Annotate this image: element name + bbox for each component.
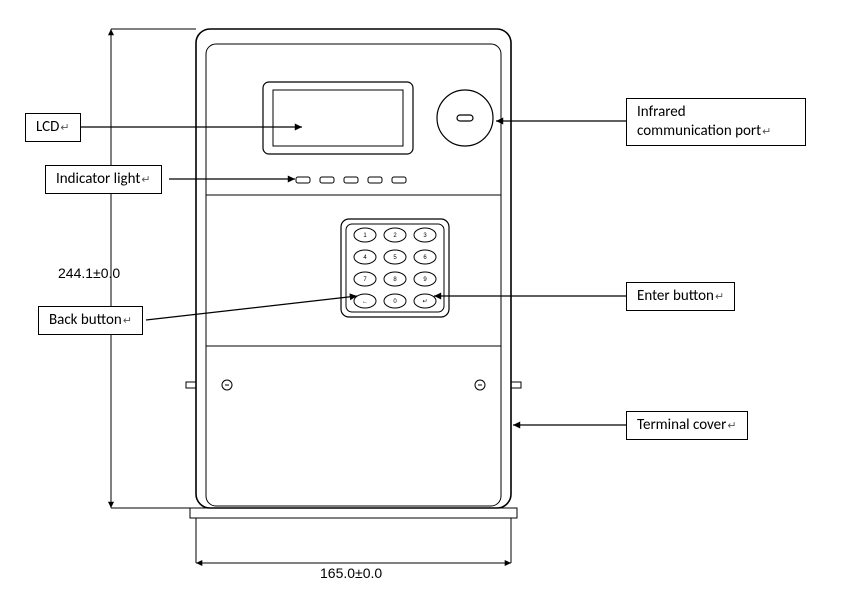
- keypad-key-label: ←: [362, 299, 368, 305]
- keypad-key-label: ↵: [422, 299, 427, 305]
- indicator-light: [344, 177, 358, 183]
- indicator-light: [368, 177, 382, 183]
- lcd-screen: [273, 90, 403, 146]
- keypad-key-label: 8: [393, 277, 397, 283]
- keypad-key-label: 0: [393, 299, 397, 305]
- lcd-frame: [263, 82, 413, 154]
- dimensions: 244.1±0.0165.0±0.0: [58, 29, 511, 581]
- callout-back-button: Back button↵: [38, 306, 143, 335]
- callout-indic-text: Indicator light: [56, 170, 140, 188]
- keypad-key-label: 7: [363, 277, 367, 283]
- dim-width: 165.0±0.0: [320, 565, 382, 581]
- ir-port: [437, 90, 493, 146]
- keypad-key-label: 4: [363, 255, 367, 261]
- callout-ir-line1: Infrared: [637, 103, 686, 121]
- callout-indicator-light: Indicator light↵: [45, 165, 162, 194]
- keypad-key-label: 9: [423, 277, 427, 283]
- callout-enter-button: Enter button↵: [626, 282, 735, 311]
- callout-lcd-text: LCD: [36, 118, 59, 136]
- indicator-light: [392, 177, 406, 183]
- indicator-light: [296, 177, 310, 183]
- device: 1 2 3 4 5 6 7 8 9 ← 0 ↵: [186, 29, 521, 524]
- callout-ir-line2: communication port: [637, 122, 761, 140]
- callout-terminal-cover: Terminal cover↵: [626, 411, 748, 440]
- callout-enter-text: Enter button: [637, 287, 714, 305]
- keypad-key-label: 5: [393, 255, 397, 261]
- callout-back-text: Back button: [49, 311, 122, 329]
- keypad-key-label: 3: [423, 233, 427, 239]
- ir-window: [457, 115, 473, 121]
- callout-lcd: LCD↵: [25, 113, 81, 142]
- callout-terminal-text: Terminal cover: [637, 416, 726, 434]
- keypad-key-label: 2: [393, 233, 397, 239]
- callout-infrared-port: Infrared communication port↵: [626, 98, 806, 146]
- keypad-key-label: 6: [423, 255, 427, 261]
- mount-rail: [190, 508, 517, 518]
- keypad-key-label: 1: [363, 233, 367, 239]
- indicator-light: [320, 177, 334, 183]
